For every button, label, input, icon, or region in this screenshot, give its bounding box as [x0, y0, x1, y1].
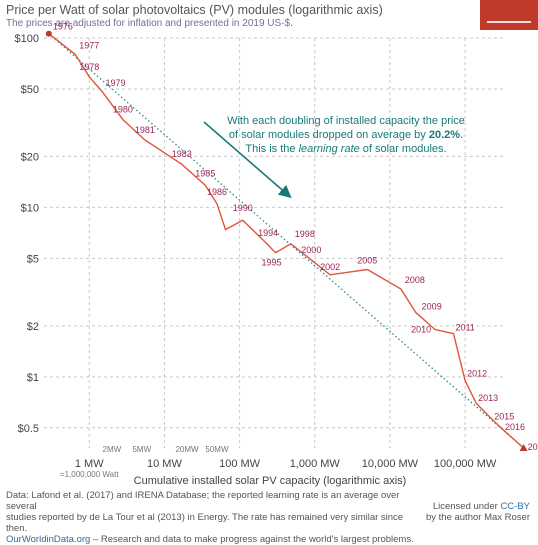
- point-label: 1979: [105, 78, 125, 88]
- series-end-marker: [519, 444, 528, 451]
- learning-rate-trend-line: [48, 33, 525, 449]
- y-tick-label: $5: [27, 253, 39, 265]
- point-label: 2019: [528, 442, 538, 452]
- y-tick-label: $1: [27, 372, 39, 384]
- chart-subtitle: The prices are adjusted for inflation an…: [6, 18, 293, 29]
- license-link[interactable]: CC-BY: [500, 501, 530, 512]
- x-minor-tick-label: 50MW: [205, 445, 229, 454]
- series-start-point: [45, 30, 52, 37]
- point-label: 1980: [113, 105, 133, 115]
- point-label: 1985: [195, 168, 215, 178]
- owid-logo[interactable]: [480, 0, 538, 30]
- chart-title: Price per Watt of solar photovoltaics (P…: [6, 3, 383, 17]
- x-minor-tick-label: 5MW: [132, 445, 151, 454]
- y-tick-label: $2: [27, 321, 39, 333]
- point-label: 2016: [505, 422, 525, 432]
- annotation-line-3: This is the learning rate of solar modul…: [245, 143, 447, 155]
- x-sublabel: =1,000,000 Watt: [60, 470, 119, 479]
- y-tick-label: $10: [21, 202, 39, 214]
- point-label: 2015: [494, 411, 514, 421]
- point-label: 1976: [53, 22, 73, 32]
- point-label: 1983: [172, 149, 192, 159]
- point-label: 1977: [79, 40, 99, 50]
- x-tick-label: 10 MW: [147, 458, 182, 470]
- annotation-line-1: With each doubling of installed capacity…: [227, 115, 465, 127]
- x-tick-label: 100,000 MW: [434, 458, 497, 470]
- point-label: 1990: [233, 203, 253, 213]
- point-label: 2002: [320, 262, 340, 272]
- x-tick-label: 10,000 MW: [362, 458, 419, 470]
- site-link[interactable]: OurWorldinData.org: [6, 534, 91, 545]
- x-axis-title: Cumulative installed solar PV capacity (…: [134, 475, 407, 487]
- point-label: 1981: [135, 125, 155, 135]
- y-tick-label: $0.5: [18, 423, 39, 435]
- point-label: 1986: [207, 187, 227, 197]
- x-tick-label: 1 MW: [75, 458, 104, 470]
- point-label: 2008: [405, 275, 425, 285]
- x-minor-tick-label: 20MW: [175, 445, 199, 454]
- annotation-arrow: [203, 121, 292, 199]
- learning-rate-annotation: With each doubling of installed capacity…: [196, 114, 496, 156]
- point-label: 1978: [79, 62, 99, 72]
- x-tick-label: 1,000 MW: [290, 458, 341, 470]
- point-label: 2005: [357, 255, 377, 265]
- point-label: 2013: [478, 393, 498, 403]
- point-label: 2012: [467, 369, 487, 379]
- x-minor-tick-label: 2MW: [103, 445, 122, 454]
- point-label: 1994: [258, 228, 278, 238]
- x-tick-label: 100 MW: [219, 458, 261, 470]
- price-series-line: [48, 33, 525, 449]
- point-label: 2011: [455, 323, 474, 333]
- logo-underline: [487, 21, 531, 23]
- point-label: 2000: [301, 245, 321, 255]
- y-tick-label: $100: [15, 33, 39, 45]
- source-note: Data: Lafond et al. (2017) and IRENA Dat…: [6, 490, 414, 545]
- annotation-line-2: of solar modules dropped on average by 2…: [228, 129, 464, 141]
- learning-rate-value: 20.2%: [428, 129, 461, 141]
- y-tick-label: $50: [21, 84, 39, 96]
- y-tick-label: $20: [21, 151, 39, 163]
- point-label: 1998: [295, 229, 315, 239]
- point-label: 2009: [422, 301, 442, 311]
- chart-plot: $100 $50 $20 $10 $5 $2 $1 $0.5 1 MW 10 MW 100 MW 1,…: [15, 22, 538, 487]
- point-label: 2010: [411, 325, 431, 335]
- license-note: Licensed under CC-BY by the author Max R…: [425, 501, 530, 523]
- point-label: 1995: [261, 258, 281, 268]
